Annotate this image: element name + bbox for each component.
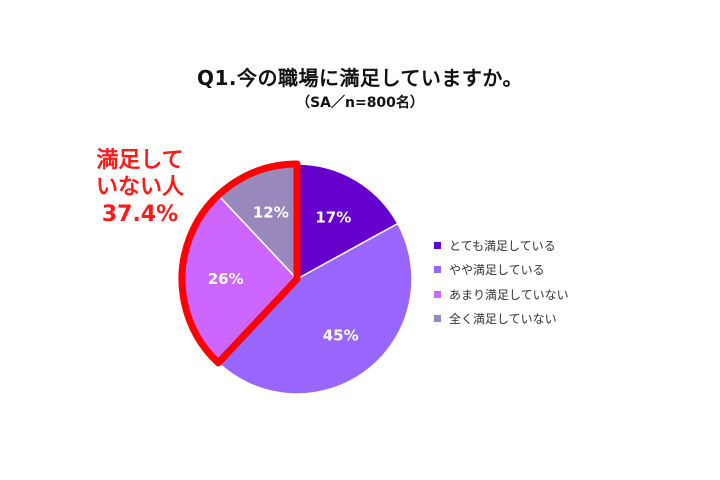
legend-label: 全く満足していない (449, 312, 557, 327)
legend-swatch (434, 315, 441, 323)
legend-label: やや満足している (449, 263, 545, 278)
legend-item-not-satisfied-at-all: 全く満足していない (434, 307, 569, 332)
legend-label: あまり満足していない (449, 287, 569, 302)
legend-item-not-very-satisfied: あまり満足していない (434, 282, 569, 307)
legend-item-somewhat-satisfied: やや満足している (434, 258, 569, 283)
legend-item-very-satisfied: とても満足している (434, 233, 569, 258)
legend-swatch (434, 266, 441, 274)
slice-value-label-2: 26% (208, 270, 244, 288)
slice-value-label-0: 17% (315, 209, 351, 227)
callout-line-2: いない人 (95, 175, 184, 200)
slice-value-label-1: 45% (323, 326, 359, 344)
callout-line-3: 37.4% (101, 202, 179, 227)
pie-slice-0 (296, 163, 399, 281)
legend: とても満足している やや満足している あまり満足していない 全く満足していない (434, 233, 569, 331)
slice-value-label-3: 12% (253, 204, 289, 222)
chart-title: Q1.今の職場に満足していますか。 (196, 66, 523, 90)
callout-line-1: 満足して (96, 148, 184, 173)
chart-subtitle: （SA／n=800名） (296, 95, 424, 111)
legend-label: とても満足している (449, 238, 556, 253)
legend-swatch (434, 290, 441, 298)
highlight-outline (178, 160, 301, 367)
legend-swatch (434, 241, 441, 249)
not-satisfied-callout: 満足して いない人 37.4% (70, 147, 210, 228)
pie-slice-1 (217, 222, 413, 395)
